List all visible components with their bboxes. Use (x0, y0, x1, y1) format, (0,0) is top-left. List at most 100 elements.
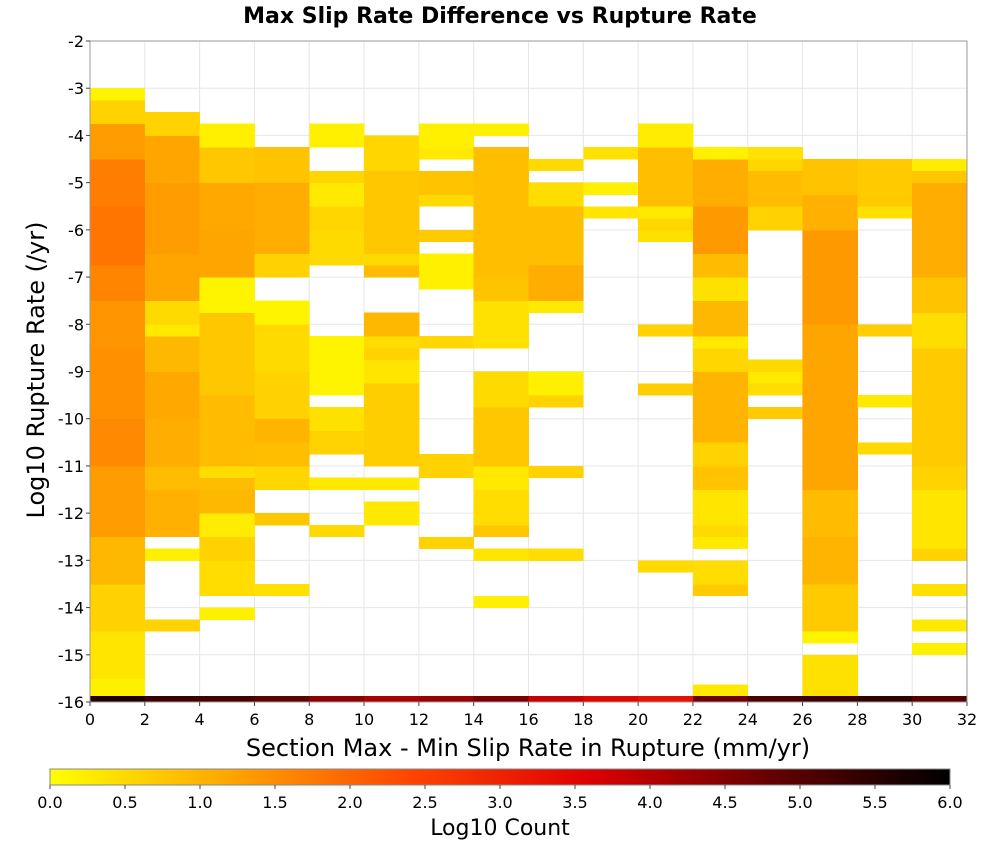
heatmap-cell (473, 548, 529, 561)
y-tick-label: -10 (58, 410, 84, 429)
heatmap-cell (90, 300, 146, 349)
heatmap-cell (473, 465, 529, 490)
heatmap-cell (692, 300, 749, 337)
heatmap-cell (802, 583, 858, 632)
heatmap-cell (747, 170, 803, 207)
heatmap-cell (364, 336, 420, 349)
heatmap-cell (473, 277, 529, 302)
heatmap-cell (583, 206, 639, 219)
y-axis-ticks: -2 -3 -4 -5 -6 -7 -8 -9 -10 -11 -12 -13 -14 -15 -16 (58, 32, 90, 712)
heatmap-cell (692, 253, 749, 278)
heatmap-cell (90, 100, 146, 125)
heatmap-cell (199, 123, 255, 148)
heatmap-cell (90, 206, 146, 266)
colorbar-tick-label: 4.0 (637, 793, 662, 812)
heatmap-cell (418, 123, 475, 148)
heatmap-cell (857, 395, 913, 408)
heatmap-cell (802, 159, 858, 195)
heatmap-cell (254, 147, 310, 184)
heatmap-cell (638, 324, 694, 337)
heatmap-cell (309, 430, 365, 455)
x-tick-label: 12 (409, 710, 429, 729)
heatmap-cell (199, 560, 255, 597)
heatmap-cell (692, 536, 749, 549)
heatmap-cell (199, 147, 255, 184)
colorbar-tick-label: 4.5 (712, 793, 737, 812)
heatmap-cell (254, 442, 310, 467)
heatmap-cell-bottom (199, 696, 255, 702)
heatmap-cell-bottom (857, 696, 913, 702)
heatmap-cell (90, 265, 146, 302)
heatmap-cell (364, 347, 420, 361)
heatmap-cell (528, 159, 584, 172)
y-tick-label: -13 (58, 551, 84, 570)
x-tick-label: 28 (847, 710, 867, 729)
y-tick-label: -14 (58, 599, 84, 618)
heatmap-cell (912, 548, 968, 561)
y-tick-label: -16 (58, 693, 84, 712)
heatmap-cell (418, 147, 475, 160)
heatmap-cell-bottom (692, 696, 749, 702)
heatmap-cell-bottom (747, 696, 803, 702)
heatmap-cell (473, 406, 529, 467)
y-tick-label: -11 (58, 457, 84, 476)
y-tick-label: -2 (68, 32, 84, 51)
y-tick-label: -9 (68, 363, 84, 382)
heatmap-cell (857, 442, 913, 455)
heatmap-cell (638, 229, 694, 243)
x-tick-label: 10 (354, 710, 374, 729)
y-tick-label: -12 (58, 504, 84, 523)
heatmap-cell (912, 489, 968, 549)
heatmap-cell (144, 336, 201, 372)
heatmap-cell (254, 583, 310, 597)
heatmap-cell (802, 536, 858, 585)
heatmap-cell (199, 489, 255, 514)
heatmap-cell (90, 465, 146, 538)
x-axis-title: Section Max - Min Slip Rate in Rupture (… (246, 734, 810, 762)
heatmap-cell (418, 253, 475, 290)
heatmap-cell (309, 336, 365, 396)
heatmap-cell (747, 159, 803, 172)
heatmap-cell-bottom (528, 696, 584, 702)
heatmap-cell (418, 194, 475, 207)
x-tick-label: 26 (792, 710, 812, 729)
heatmap-cell (692, 465, 749, 490)
heatmap-cell (144, 489, 201, 538)
heatmap-cell (857, 159, 913, 207)
heatmap-cell (418, 229, 475, 243)
heatmap-cell (692, 489, 749, 526)
heatmap-cell (692, 206, 749, 254)
heatmap-cell (199, 277, 255, 313)
heatmap-cell (144, 300, 201, 325)
heatmap-cell (912, 347, 968, 467)
heatmap-cell (199, 465, 255, 479)
x-tick-label: 18 (573, 710, 593, 729)
heatmap-cell (692, 442, 749, 467)
heatmap-cell (528, 465, 584, 479)
heatmap-cell (473, 595, 529, 608)
heatmap-cell (528, 265, 584, 302)
heatmap-cell (418, 454, 475, 479)
heatmap-cell (528, 300, 584, 313)
heatmap-cell-bottom (583, 696, 639, 702)
heatmap-cell (309, 524, 365, 538)
heatmap-cell (144, 418, 201, 467)
colorbar (49, 768, 951, 786)
heatmap-cell (473, 300, 529, 349)
heatmap-cell (747, 383, 803, 396)
heatmap-cell-bottom (90, 696, 146, 702)
heatmap-cell (528, 548, 584, 561)
heatmap-cell (144, 253, 201, 302)
heatmap-cell (144, 324, 201, 337)
heatmap-cell (802, 194, 858, 231)
heatmap-cell (364, 501, 420, 526)
y-tick-label: -5 (68, 174, 84, 193)
heatmap-cell (309, 206, 365, 231)
heatmap-cell (692, 277, 749, 302)
heatmap-cell (364, 359, 420, 384)
y-tick-label: -4 (68, 126, 84, 145)
heatmap-cell (144, 111, 201, 136)
heatmap-cell (254, 465, 310, 490)
heatmap-cell (90, 631, 146, 679)
